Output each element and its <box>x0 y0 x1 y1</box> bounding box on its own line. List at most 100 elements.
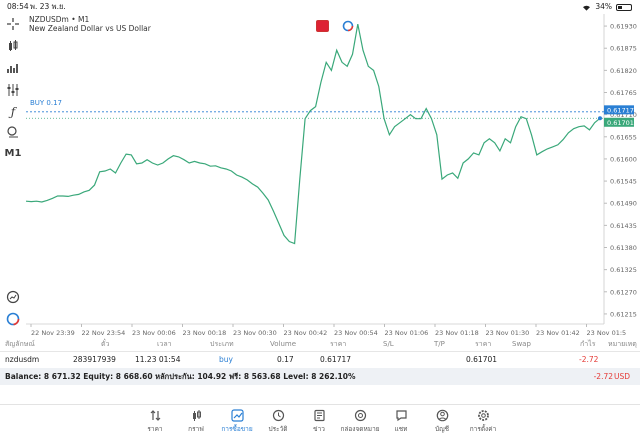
header-comment[interactable]: หมายเหตุ <box>608 340 637 348</box>
function-icon[interactable]: ƒ <box>10 105 16 119</box>
nav-settings[interactable]: การตั้งค่า <box>463 409 503 434</box>
x-tick-label: 22 Nov 23:54 <box>82 329 126 336</box>
price-series-line <box>26 23 601 245</box>
nav-mailbox[interactable]: กล่องจดหมาย <box>340 409 380 434</box>
buy-price-tag-bg <box>604 105 634 115</box>
battery-percent: 34% <box>595 2 612 11</box>
x-tick-label: 23 Nov 01:5 <box>587 329 627 336</box>
battery-icon <box>616 3 632 11</box>
chart-symbol: NZDUSDm • M1 <box>29 15 90 24</box>
nav-settings-label: การตั้งค่า <box>469 425 497 433</box>
price-tags: 0.61717 0.61701 <box>598 105 634 127</box>
chart-toolbar: ƒ M1 <box>0 14 26 326</box>
chat-icon <box>395 410 407 422</box>
account-icon <box>436 409 448 422</box>
crosshair-icon[interactable] <box>5 16 21 32</box>
status-time: 08:54 <box>7 2 29 11</box>
current-price-tag-bg <box>604 117 634 127</box>
quick-trade-button[interactable] <box>316 20 329 32</box>
status-bar: 08:54 พ. 23 พ.ย. 34% <box>0 0 640 14</box>
x-tick-label: 23 Nov 00:54 <box>334 329 378 336</box>
y-tick-label: 0.61600 <box>610 155 637 163</box>
timeframe-button[interactable]: M1 <box>4 147 22 159</box>
mailbox-icon <box>354 409 366 422</box>
y-tick-label: 0.61930 <box>610 23 637 31</box>
settings-sliders-icon[interactable] <box>5 82 21 98</box>
account-currency: USD <box>613 372 630 381</box>
header-swap[interactable]: Swap <box>512 340 531 348</box>
nav-quotes[interactable]: ราคา <box>135 409 175 434</box>
y-tick-label: 0.61875 <box>610 45 637 53</box>
chart-icon <box>192 410 201 421</box>
price-chart[interactable]: 0.61930 0.61875 0.61820 0.61765 0.61710 0.616… <box>26 14 640 336</box>
y-tick-label: 0.61710 <box>610 111 637 119</box>
nav-trade[interactable]: การซื้อขาย <box>217 409 257 434</box>
buy-position-label[interactable]: BUY 0.17 <box>30 99 63 107</box>
x-tick-label: 22 Nov 23:39 <box>31 329 75 336</box>
header-price[interactable]: ราคา <box>475 340 492 348</box>
cell-time: 11.23 01:54 <box>135 355 181 364</box>
y-tick-label: 0.61270 <box>610 288 637 296</box>
nav-trade-label: การซื้อขาย <box>221 425 253 433</box>
status-date: พ. 23 พ.ย. <box>30 2 66 11</box>
indicators-icon[interactable] <box>5 60 21 76</box>
header-type[interactable]: ประเภท <box>210 340 234 348</box>
x-tick-label: 23 Nov 01:30 <box>486 329 530 336</box>
zoom-icon[interactable] <box>5 289 21 305</box>
settings-icon <box>477 410 489 421</box>
nav-chat[interactable]: แชท <box>381 409 421 434</box>
nav-account-label: บัญชี <box>434 425 450 433</box>
y-tick-label: 0.61435 <box>610 222 637 230</box>
chart-symbol-description: New Zealand Dollar vs US Dollar <box>29 24 151 33</box>
battery-fill <box>618 5 623 9</box>
trade-icon <box>230 409 244 422</box>
x-tick-label: 23 Nov 00:42 <box>284 329 328 336</box>
objects-icon[interactable] <box>5 124 21 140</box>
nav-chart-label: กราฟ <box>188 425 204 433</box>
y-tick-label: 0.61765 <box>610 89 637 97</box>
total-profit: -2.72 <box>593 372 613 381</box>
positions-table-header: สัญลักษณ์ ตั๋ว เวลา ประเภท Volume ราคา S… <box>0 338 640 352</box>
header-ticket[interactable]: ตั๋ว <box>101 340 110 348</box>
cell-profit: -2.72 <box>579 355 599 364</box>
one-click-toggle-icon[interactable] <box>342 20 354 32</box>
cell-volume: 0.17 <box>277 355 294 364</box>
y-axis-ticks: 0.61930 0.61875 0.61820 0.61765 0.61710 0.616… <box>604 23 637 318</box>
cell-symbol: nzdusdm <box>5 355 40 364</box>
header-profit[interactable]: กำไร <box>580 340 596 348</box>
x-tick-label: 23 Nov 01:18 <box>435 329 479 336</box>
cell-type: buy <box>219 355 233 364</box>
nav-chart[interactable]: กราฟ <box>176 409 216 434</box>
header-tp[interactable]: T/P <box>434 340 445 348</box>
header-time[interactable]: เวลา <box>157 340 172 348</box>
history-icon <box>272 409 284 422</box>
nav-account[interactable]: บัญชี <box>422 409 462 434</box>
y-tick-label: 0.61655 <box>610 133 637 141</box>
balance-bar: Balance: 8 671.32 Equity: 8 668.60 หลักป… <box>0 368 640 385</box>
x-tick-label: 23 Nov 01:06 <box>385 329 429 336</box>
wifi-icon <box>583 5 591 11</box>
candles-icon[interactable] <box>5 38 21 54</box>
header-sl[interactable]: S/L <box>383 340 394 348</box>
nav-chat-label: แชท <box>394 425 408 433</box>
nav-history-label: ประวัติ <box>268 425 288 433</box>
quotes-icon <box>150 410 160 421</box>
nav-quotes-label: ราคา <box>147 425 163 433</box>
one-click-trading-icon[interactable] <box>5 311 21 327</box>
last-price-dot <box>598 116 602 121</box>
x-tick-label: 23 Nov 00:18 <box>183 329 227 336</box>
y-tick-label: 0.61820 <box>610 67 637 75</box>
cell-ticket: 283917939 <box>73 355 116 364</box>
header-open-price[interactable]: ราคา <box>330 340 347 348</box>
position-row[interactable]: nzdusdm 283917939 11.23 01:54 buy 0.17 0… <box>0 351 640 368</box>
header-volume[interactable]: Volume <box>270 340 297 348</box>
x-axis-ticks: 22 Nov 23:39 22 Nov 23:54 23 Nov 00:06 23 N… <box>30 324 627 336</box>
header-symbol[interactable]: สัญลักษณ์ <box>5 340 35 348</box>
nav-news[interactable]: ข่าว <box>299 409 339 434</box>
nav-mailbox-label: กล่องจดหมาย <box>340 425 380 433</box>
current-price-tag: 0.61701 <box>607 119 634 127</box>
nav-history[interactable]: ประวัติ <box>258 409 298 434</box>
status-right: 34% <box>582 0 632 14</box>
x-tick-label: 23 Nov 00:30 <box>233 329 277 336</box>
y-tick-label: 0.61215 <box>610 310 637 318</box>
